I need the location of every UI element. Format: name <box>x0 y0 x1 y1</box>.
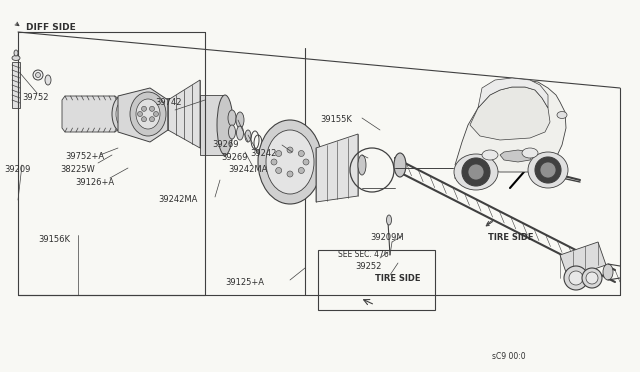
Ellipse shape <box>236 112 244 128</box>
Ellipse shape <box>522 148 538 158</box>
Text: TIRE SIDE: TIRE SIDE <box>488 233 534 242</box>
Polygon shape <box>470 87 550 140</box>
Text: 39126+A: 39126+A <box>75 178 114 187</box>
Polygon shape <box>168 80 200 148</box>
Text: DIFF SIDE: DIFF SIDE <box>26 23 76 32</box>
Ellipse shape <box>582 268 602 288</box>
Polygon shape <box>455 80 566 172</box>
Bar <box>318 250 435 310</box>
Ellipse shape <box>217 95 233 155</box>
Ellipse shape <box>462 158 490 186</box>
Ellipse shape <box>287 147 293 153</box>
Ellipse shape <box>141 117 147 122</box>
Ellipse shape <box>603 264 613 280</box>
Ellipse shape <box>14 50 18 56</box>
Text: 39155K: 39155K <box>320 115 352 124</box>
Ellipse shape <box>358 155 366 175</box>
Ellipse shape <box>394 153 406 177</box>
Ellipse shape <box>557 112 567 119</box>
Text: SEE SEC. 476: SEE SEC. 476 <box>338 250 388 259</box>
Ellipse shape <box>150 106 154 111</box>
Text: 39742: 39742 <box>155 98 182 107</box>
Ellipse shape <box>116 102 128 126</box>
Ellipse shape <box>141 106 147 111</box>
Ellipse shape <box>535 157 561 183</box>
Ellipse shape <box>564 266 588 290</box>
Ellipse shape <box>237 126 243 140</box>
Polygon shape <box>560 242 606 278</box>
Ellipse shape <box>298 167 304 173</box>
Text: 39209: 39209 <box>4 165 30 174</box>
Polygon shape <box>316 134 358 202</box>
Ellipse shape <box>33 70 43 80</box>
Ellipse shape <box>266 130 314 194</box>
Ellipse shape <box>245 130 251 142</box>
Ellipse shape <box>540 162 556 178</box>
Ellipse shape <box>228 125 236 139</box>
Ellipse shape <box>258 120 322 204</box>
Text: 39125+A: 39125+A <box>225 278 264 287</box>
Ellipse shape <box>136 99 160 129</box>
Text: 39209M: 39209M <box>370 233 404 242</box>
Ellipse shape <box>271 159 277 165</box>
Bar <box>200 95 225 155</box>
Text: 39242: 39242 <box>250 149 276 158</box>
Polygon shape <box>118 88 168 142</box>
Ellipse shape <box>298 151 304 157</box>
Text: 39752: 39752 <box>22 93 49 102</box>
Ellipse shape <box>387 215 392 225</box>
Ellipse shape <box>276 167 282 173</box>
Ellipse shape <box>586 272 598 284</box>
Ellipse shape <box>112 96 132 132</box>
Ellipse shape <box>12 55 20 61</box>
Text: 39269: 39269 <box>221 153 248 162</box>
Text: sC9 00:0: sC9 00:0 <box>492 352 525 361</box>
Text: 39242MA: 39242MA <box>158 195 197 204</box>
Ellipse shape <box>154 112 159 116</box>
Ellipse shape <box>528 152 568 188</box>
Polygon shape <box>62 96 120 132</box>
Ellipse shape <box>35 73 40 77</box>
Ellipse shape <box>303 159 309 165</box>
Ellipse shape <box>45 75 51 85</box>
Ellipse shape <box>228 110 236 126</box>
Text: 39252: 39252 <box>355 262 381 271</box>
Bar <box>12 62 20 108</box>
Text: 39242MA: 39242MA <box>228 165 268 174</box>
Text: TIRE SIDE: TIRE SIDE <box>375 274 420 283</box>
Ellipse shape <box>138 112 143 116</box>
Polygon shape <box>478 78 548 108</box>
Ellipse shape <box>130 92 166 136</box>
Ellipse shape <box>150 117 154 122</box>
Ellipse shape <box>482 150 498 160</box>
Ellipse shape <box>468 164 484 180</box>
Text: 38225W: 38225W <box>60 165 95 174</box>
Polygon shape <box>500 150 533 162</box>
Ellipse shape <box>276 151 282 157</box>
Ellipse shape <box>569 271 583 285</box>
Text: 39269: 39269 <box>212 140 239 149</box>
Text: 39752+A: 39752+A <box>65 152 104 161</box>
Ellipse shape <box>287 171 293 177</box>
Text: 39156K: 39156K <box>38 235 70 244</box>
Ellipse shape <box>454 154 498 190</box>
